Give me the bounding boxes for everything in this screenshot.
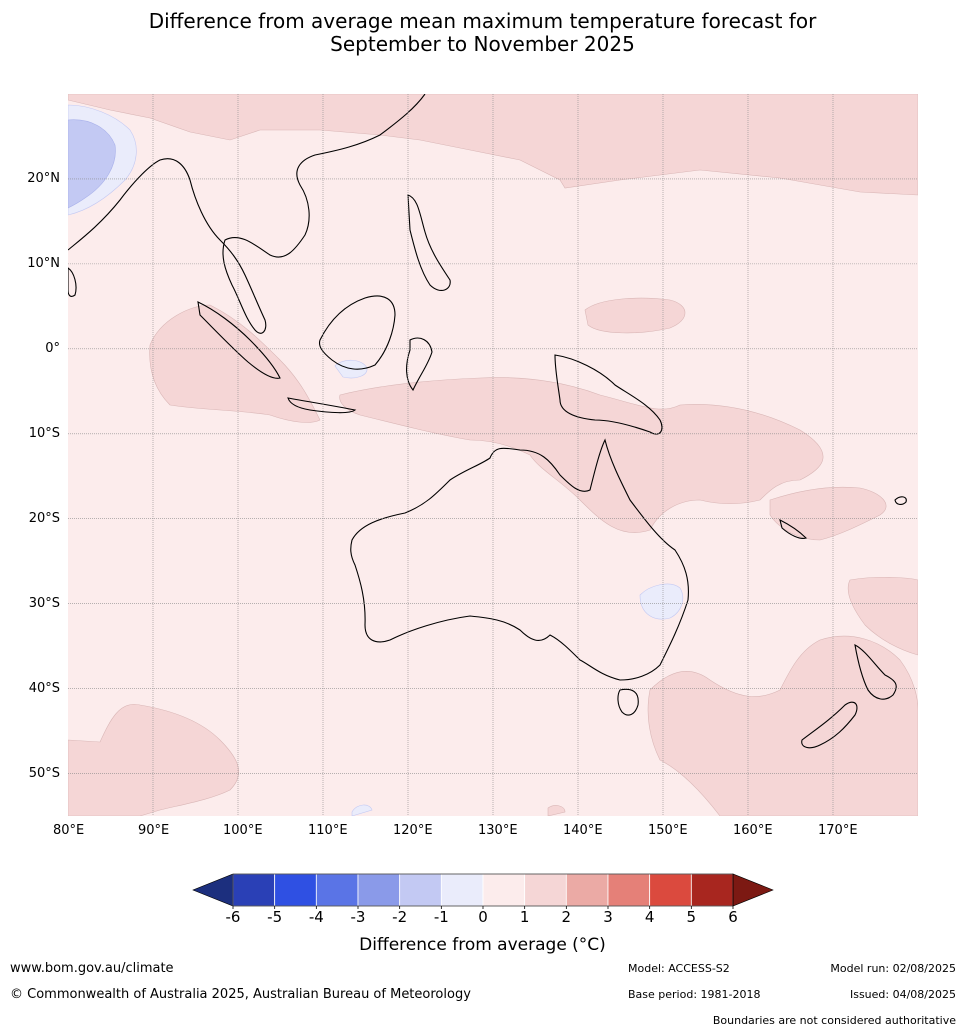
new-caledonia-coastline	[779, 518, 808, 539]
colorbar-tick-label: 3	[603, 908, 613, 926]
sri-lanka-coastline	[68, 267, 77, 297]
longitude-label: 150°E	[648, 823, 688, 838]
model-run-date: Model run: 02/08/2025	[830, 962, 956, 975]
colorbar-tick-label: -4	[308, 908, 324, 926]
latitude-label: 30°S	[28, 595, 60, 611]
colorbar	[192, 873, 774, 909]
latitude-label: 20°N	[27, 170, 60, 186]
website-link[interactable]: www.bom.gov.au/climate	[10, 961, 174, 976]
colorbar-bin	[232, 873, 276, 907]
latitude-label: 10°N	[27, 255, 60, 271]
base-period: Base period: 1981-2018	[628, 988, 761, 1001]
anomaly-1-2-region-indian-ocean	[149, 304, 321, 423]
colorbar-tick-label: 6	[728, 908, 738, 926]
title-line-1: Difference from average mean maximum tem…	[148, 9, 817, 33]
latitude-label: 0°	[45, 340, 60, 356]
boundaries-disclaimer: Boundaries are not considered authoritat…	[712, 1014, 956, 1027]
colorbar-tick-label: -6	[225, 908, 241, 926]
colorbar-bin	[690, 873, 734, 907]
colorbar-bin	[649, 873, 692, 907]
borneo-coastline	[318, 295, 396, 370]
new-guinea-coastline	[554, 354, 663, 435]
australia-coastline	[350, 438, 689, 681]
colorbar-tick-label: -3	[350, 908, 366, 926]
anomaly-1-2-region-indonesia	[339, 377, 824, 533]
colorbar-bin	[440, 873, 484, 907]
longitude-label: 160°E	[733, 823, 773, 838]
copyright-text: © Commonwealth of Australia 2025, Austra…	[10, 987, 471, 1002]
colorbar-tick-label: 4	[644, 908, 655, 926]
colorbar-tick-label: 2	[561, 908, 572, 926]
latitude-label: 20°S	[28, 510, 60, 526]
anomaly-neg2-region-india	[68, 119, 116, 209]
colorbar-bin	[524, 873, 567, 907]
colorbar-bin	[399, 873, 442, 907]
java-coastline	[287, 397, 357, 414]
longitude-label: 80°E	[53, 823, 85, 838]
anomaly-1-2-region-equatorial-patch	[584, 297, 686, 334]
colorbar-bin	[565, 873, 609, 907]
sumatra-coastline	[197, 301, 281, 379]
anomaly-1-2-region-small	[547, 805, 566, 816]
coastlines	[68, 94, 907, 749]
anomaly-neg-region-south	[351, 804, 373, 816]
chart-title: Difference from average mean maximum tem…	[0, 10, 965, 56]
latitude-label: 50°S	[28, 765, 60, 781]
colorbar-tick-label: 5	[686, 908, 697, 926]
graticule	[68, 94, 918, 816]
anomaly-1-2-region-south	[647, 635, 918, 816]
philippines-coastline	[407, 194, 451, 291]
anomaly-1-2-region-southeast	[847, 576, 918, 656]
longitude-label: 170°E	[818, 823, 858, 838]
anomaly-neg-region-australia	[639, 583, 683, 620]
tasmania-coastline	[617, 688, 639, 716]
longitude-label: 120°E	[393, 823, 433, 838]
new-zealand-north-coastline	[854, 644, 897, 700]
fiji-coastline	[894, 496, 907, 505]
issued-date: Issued: 04/08/2025	[849, 988, 956, 1001]
title-line-2: September to November 2025	[330, 32, 635, 56]
sulawesi-coastline	[406, 337, 433, 392]
colorbar-tick-label: 0	[478, 908, 488, 926]
colorbar-title: Difference from average (°C)	[359, 935, 606, 955]
colorbar-tick-label: -5	[267, 908, 283, 926]
longitude-label: 100°E	[223, 823, 263, 838]
colorbar-tick-label: -1	[433, 908, 449, 926]
latitude-label: 40°S	[28, 680, 60, 696]
colorbar-tick-label: 1	[519, 908, 530, 926]
longitude-label: 90°E	[138, 823, 170, 838]
longitude-label: 110°E	[308, 823, 348, 838]
latitude-label: 10°S	[28, 425, 60, 441]
colorbar-extend-low	[192, 873, 234, 907]
anomaly-1-2-region-pacific-east	[769, 486, 887, 541]
colorbar-tick-label: -2	[392, 908, 408, 926]
asia-mainland-coastline	[68, 94, 426, 334]
longitude-label: 130°E	[478, 823, 518, 838]
colorbar-extend-high	[732, 873, 774, 907]
colorbar-bin	[482, 873, 526, 907]
colorbar-bin	[315, 873, 359, 907]
colorbar-bin	[357, 873, 401, 907]
model-name: Model: ACCESS-S2	[628, 962, 730, 975]
new-zealand-south-coastline	[801, 701, 858, 749]
colorbar-bin	[607, 873, 651, 907]
colorbar-bin	[274, 873, 317, 907]
longitude-label: 140°E	[563, 823, 603, 838]
